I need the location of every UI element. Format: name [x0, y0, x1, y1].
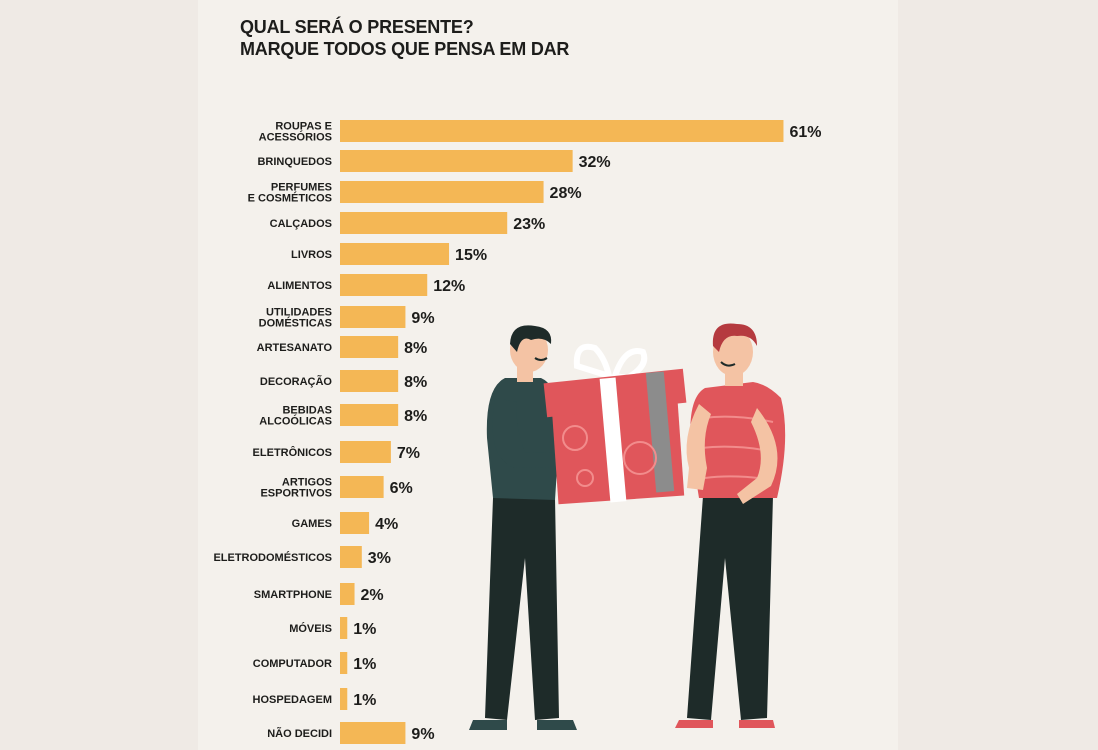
bar	[340, 583, 355, 605]
category-label: BRINQUEDOS	[257, 156, 332, 168]
bar-value-label: 8%	[404, 374, 427, 391]
category-label: ELETRÔNICOS	[253, 446, 332, 459]
bar-value-label: 1%	[353, 621, 376, 638]
category-label: E COSMÉTICOS	[248, 192, 332, 205]
bar	[340, 150, 573, 172]
bar-value-label: 23%	[513, 216, 545, 233]
category-label: GAMES	[292, 518, 332, 530]
man-right-figure	[675, 323, 786, 728]
bar-value-label: 9%	[411, 310, 434, 327]
bar	[340, 512, 370, 534]
bar	[340, 306, 406, 328]
bar-value-label: 9%	[411, 726, 434, 743]
bar	[340, 336, 399, 358]
bar	[340, 243, 450, 265]
bar-value-label: 1%	[353, 656, 376, 673]
bar-value-label: 28%	[550, 185, 582, 202]
category-label: ALIMENTOS	[267, 280, 332, 292]
category-label: ARTIGOS	[282, 477, 332, 489]
category-label: ACESSÓRIOS	[259, 131, 332, 144]
bar-value-label: 6%	[390, 480, 413, 497]
chart-title-line-2: MARQUE TODOS QUE PENSA EM DAR	[240, 39, 570, 59]
bar	[340, 274, 428, 296]
gift-box-icon	[543, 343, 687, 505]
category-label: CALÇADOS	[270, 218, 332, 230]
bar-value-label: 61%	[789, 124, 821, 141]
bar	[340, 722, 406, 744]
bar-value-label: 15%	[455, 247, 487, 264]
bar	[340, 181, 544, 203]
category-label: MÓVEIS	[289, 622, 332, 635]
bar-value-label: 8%	[404, 408, 427, 425]
bar-value-label: 3%	[368, 550, 391, 567]
bar	[340, 370, 399, 392]
bar	[340, 212, 508, 234]
bar-value-label: 1%	[353, 692, 376, 709]
category-label: HOSPEDAGEM	[253, 694, 332, 706]
category-label: COMPUTADOR	[253, 658, 332, 670]
bar	[340, 441, 391, 463]
bar	[340, 546, 362, 568]
bar	[340, 476, 384, 498]
bar	[340, 404, 399, 426]
bar-value-label: 32%	[579, 154, 611, 171]
bar	[340, 688, 348, 710]
gift-giving-illustration	[469, 323, 786, 730]
bar-value-label: 2%	[361, 587, 384, 604]
category-label: UTILIDADES	[266, 307, 332, 319]
category-label: DOMÉSTICAS	[259, 317, 332, 330]
bar	[340, 617, 348, 639]
category-label: ELETRODOMÉSTICOS	[213, 551, 332, 564]
chart-title-line-1: QUAL SERÁ O PRESENTE?	[240, 17, 474, 37]
category-label: LIVROS	[291, 249, 332, 261]
bar-value-label: 12%	[433, 278, 465, 295]
bar-value-label: 4%	[375, 516, 398, 533]
bar	[340, 652, 348, 674]
category-label: ALCOÓLICAS	[259, 415, 332, 428]
bar	[340, 120, 784, 142]
category-label: NÃO DECIDI	[267, 727, 332, 740]
category-label: ROUPAS E	[275, 121, 332, 133]
category-label: PERFUMES	[271, 182, 332, 194]
category-label: DECORAÇÃO	[260, 375, 333, 388]
bar-value-label: 7%	[397, 445, 420, 462]
category-label: ARTESANATO	[257, 342, 333, 354]
category-label: ESPORTIVOS	[260, 488, 332, 500]
category-label: BEBIDAS	[282, 405, 332, 417]
bar-value-label: 8%	[404, 340, 427, 357]
category-label: SMARTPHONE	[254, 589, 332, 601]
